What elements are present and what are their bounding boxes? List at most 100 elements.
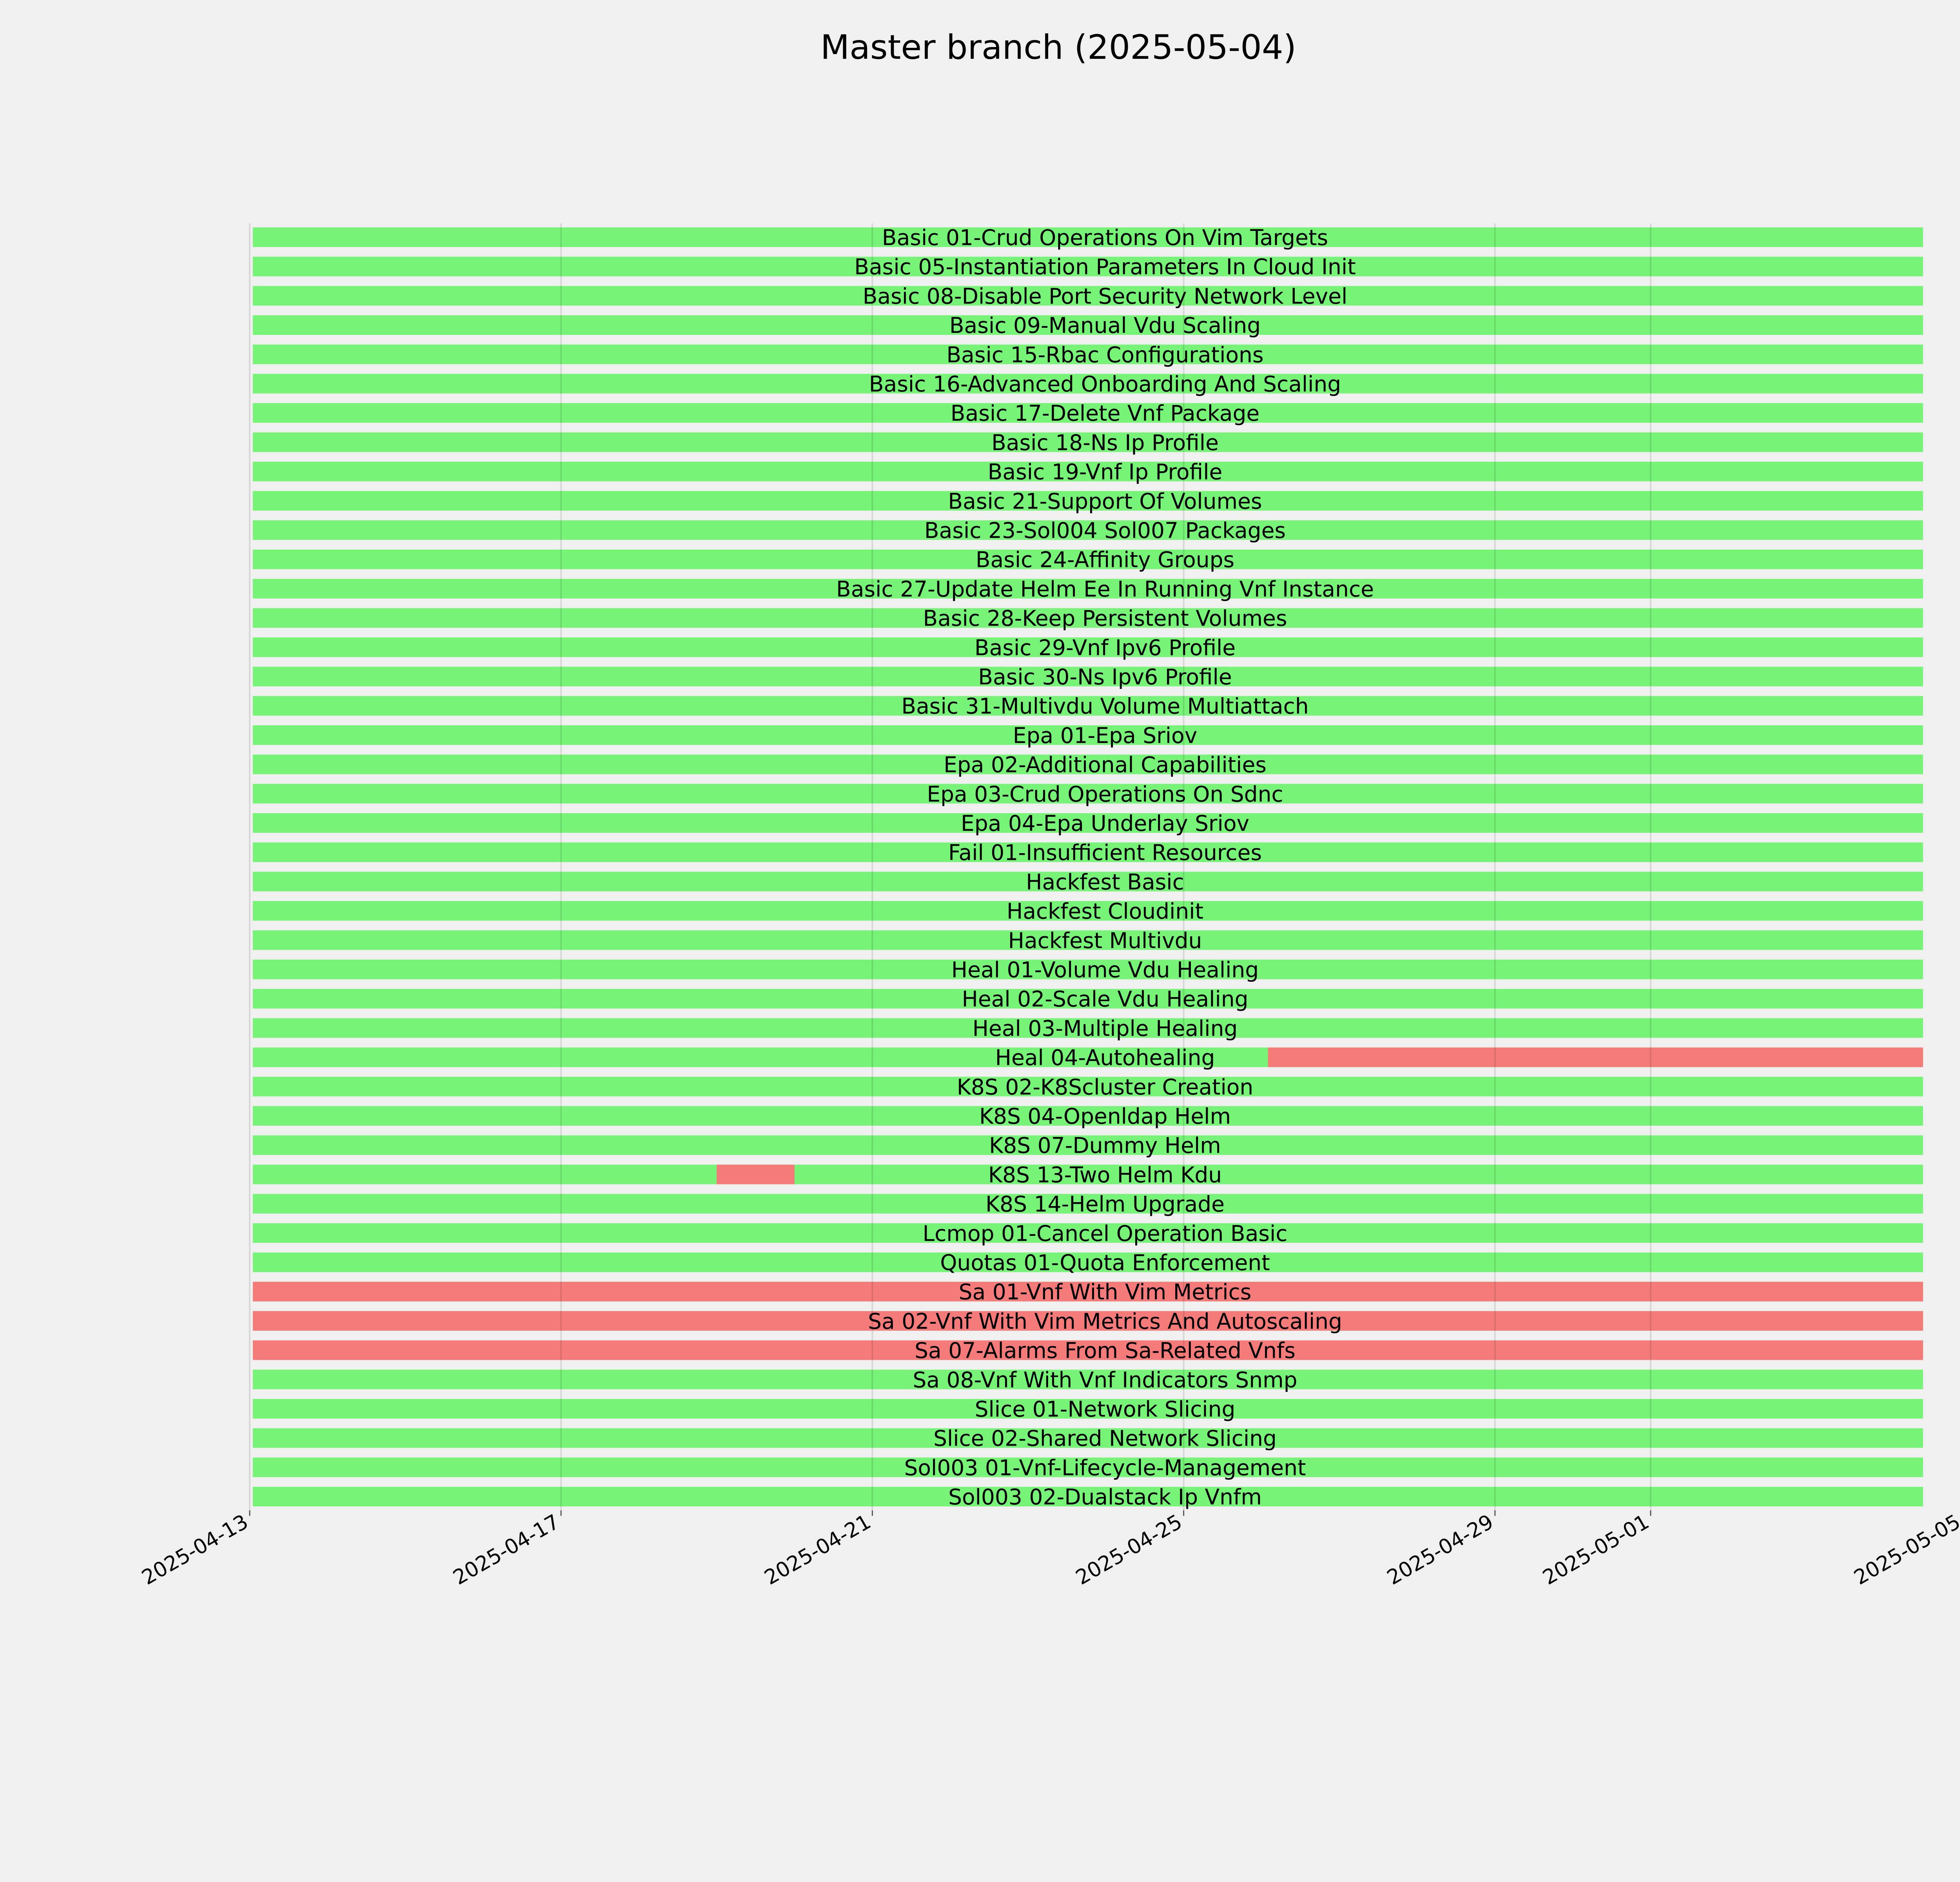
row-label: Basic 08-Disable Port Security Network L…: [863, 283, 1348, 309]
pass-segment: [253, 344, 1923, 364]
timeline-row: [253, 872, 1923, 892]
pass-segment: [253, 989, 1923, 1009]
timeline-row: [253, 432, 1923, 452]
pass-segment: [253, 725, 1923, 745]
x-tick-label: 2025-04-29: [1383, 1510, 1498, 1590]
x-tick-label: 2025-05-05: [1850, 1510, 1960, 1590]
timeline-row: [253, 374, 1923, 394]
row-label: K8S 04-Openldap Helm: [979, 1104, 1231, 1129]
pass-segment: [253, 959, 1923, 979]
pass-segment: [253, 608, 1923, 628]
pass-segment: [253, 520, 1923, 540]
x-tick-label: 2025-04-13: [138, 1510, 252, 1590]
pass-segment: [253, 1194, 1923, 1214]
fail-segment: [253, 1282, 1923, 1302]
timeline-row: [253, 1135, 1923, 1155]
row-label: Heal 02-Scale Vdu Healing: [962, 986, 1248, 1012]
timeline-row: [253, 1311, 1923, 1331]
timeline-row: [253, 608, 1923, 628]
timeline-row: [253, 930, 1923, 950]
row-label: Basic 23-Sol004 Sol007 Packages: [924, 518, 1286, 543]
x-tick-label: 2025-04-17: [449, 1510, 564, 1590]
pass-segment: [253, 256, 1923, 276]
pass-segment: [253, 1457, 1923, 1477]
row-label: Epa 01-Epa Sriov: [1013, 723, 1198, 748]
row-label: Heal 01-Volume Vdu Healing: [951, 957, 1259, 983]
pass-segment: [253, 842, 1923, 862]
fail-segment: [717, 1164, 795, 1184]
row-label: Epa 03-Crud Operations On Sdnc: [927, 781, 1283, 807]
row-label: K8S 07-Dummy Helm: [989, 1133, 1221, 1158]
timeline-row: [253, 1399, 1923, 1419]
timeline-row: [253, 1223, 1923, 1243]
pass-segment: [253, 696, 1923, 716]
row-label: Lcmop 01-Cancel Operation Basic: [923, 1221, 1288, 1246]
timeline-row: [253, 784, 1923, 804]
pass-segment: [253, 1223, 1923, 1243]
timeline-row: [253, 1018, 1923, 1038]
timeline-row: [253, 1194, 1923, 1214]
x-axis-ticks: 2025-04-13 2025-04-17 2025-04-21 2025-04-25…: [138, 1510, 1960, 1590]
fail-segment: [253, 1311, 1923, 1331]
pass-segment: [253, 1106, 1923, 1126]
bars-layer: [253, 227, 1923, 1507]
timeline-row: [253, 696, 1923, 716]
timeline-row: [253, 1370, 1923, 1390]
x-tick-label: 2025-05-01: [1539, 1510, 1653, 1590]
row-label: Basic 29-Vnf Ipv6 Profile: [975, 635, 1236, 660]
row-label: Slice 02-Shared Network Slicing: [933, 1426, 1277, 1451]
timeline-row: [253, 461, 1923, 481]
pass-segment: [253, 374, 1923, 394]
row-label: Sa 01-Vnf With Vim Metrics: [959, 1279, 1252, 1304]
row-label: K8S 13-Two Helm Kdu: [988, 1162, 1222, 1187]
pass-segment: [253, 491, 1923, 511]
timeline-row: [253, 1428, 1923, 1448]
timeline-row: [253, 754, 1923, 774]
pass-segment: [253, 432, 1923, 452]
row-label: Heal 04-Autohealing: [995, 1045, 1215, 1070]
x-tick-label: 2025-04-25: [1072, 1510, 1186, 1590]
row-label: Basic 24-Affinity Groups: [976, 547, 1234, 572]
pass-segment: [253, 1164, 1923, 1184]
row-label: Sol003 01-Vnf-Lifecycle-Management: [904, 1455, 1306, 1480]
pass-segment: [253, 461, 1923, 481]
timeline-row: [253, 1164, 1923, 1184]
row-label: Fail 01-Insufficient Resources: [948, 840, 1262, 865]
row-label: Basic 27-Update Helm Ee In Running Vnf I…: [836, 576, 1374, 601]
timeline-row: [253, 637, 1923, 657]
row-label: Basic 17-Delete Vnf Package: [951, 401, 1259, 426]
grid-layer: [249, 223, 1651, 1511]
fail-segment: [253, 1340, 1923, 1360]
pass-segment: [253, 579, 1923, 599]
row-label: Hackfest Multivdu: [1008, 928, 1202, 953]
pass-segment: [253, 1399, 1923, 1419]
row-label: Slice 01-Network Slicing: [975, 1397, 1236, 1422]
row-label: Basic 28-Keep Persistent Volumes: [923, 606, 1287, 631]
pass-segment: [253, 1370, 1923, 1390]
timeline-row: [253, 403, 1923, 423]
row-label: Basic 05-Instantiation Parameters In Clo…: [854, 254, 1356, 280]
timeline-row: [253, 1282, 1923, 1302]
timeline-row: [253, 227, 1923, 247]
timeline-row: [253, 286, 1923, 306]
pass-segment: [253, 667, 1923, 687]
timeline-row: [253, 256, 1923, 276]
row-label: Sa 02-Vnf With Vim Metrics And Autoscali…: [868, 1309, 1342, 1334]
pass-segment: [253, 1487, 1923, 1507]
row-label: Hackfest Basic: [1026, 869, 1184, 894]
row-labels: Basic 01-Crud Operations On Vim Targets B…: [836, 225, 1374, 1510]
row-label: K8S 02-K8Scluster Creation: [957, 1074, 1254, 1099]
pass-segment: [253, 754, 1923, 774]
timeline-row: [253, 989, 1923, 1009]
pass-segment: [253, 930, 1923, 950]
row-label: Basic 21-Support Of Volumes: [948, 489, 1262, 514]
pass-segment: [253, 637, 1923, 657]
pass-segment: [253, 315, 1923, 335]
pass-segment: [253, 1135, 1923, 1155]
row-label: Basic 19-Vnf Ip Profile: [988, 460, 1223, 485]
timeline-row: [253, 315, 1923, 335]
timeline-row: [253, 491, 1923, 511]
row-label: Epa 04-Epa Underlay Sriov: [961, 811, 1249, 836]
pass-segment: [253, 901, 1923, 921]
